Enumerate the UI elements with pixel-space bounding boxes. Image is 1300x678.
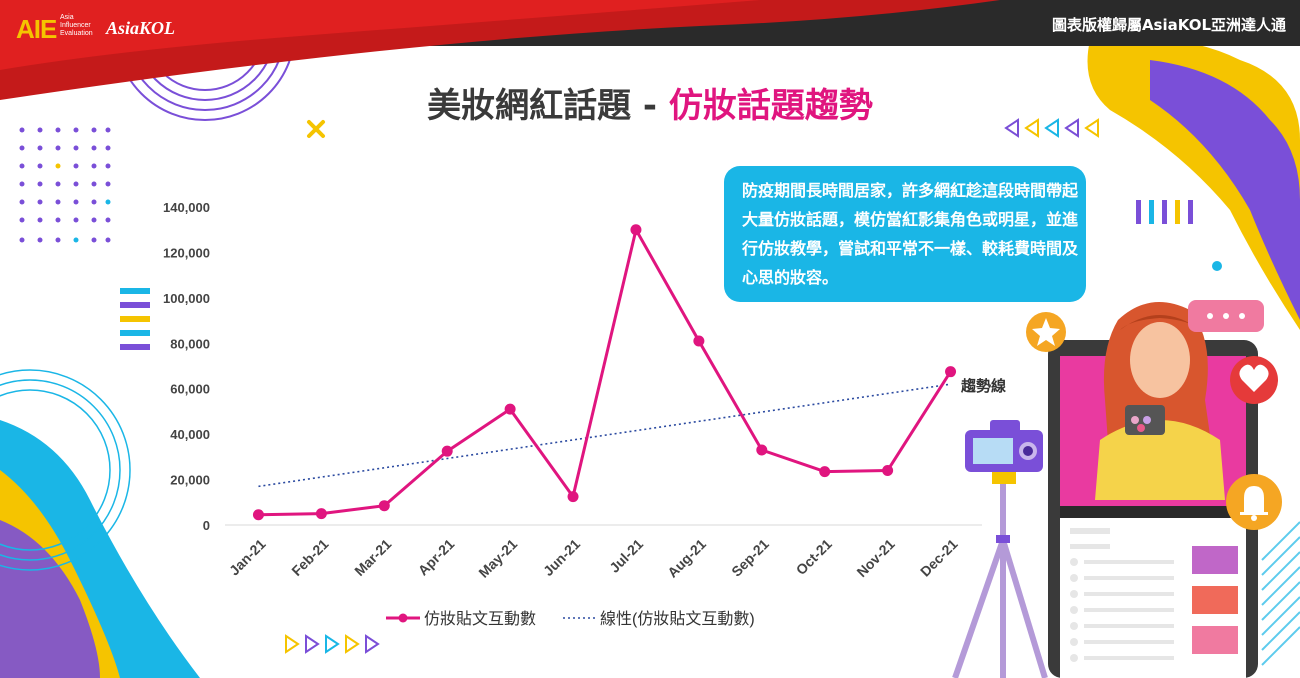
y-tick-label: 140,000 [163, 200, 210, 215]
chat-bubble-icon [1188, 300, 1264, 332]
series-line [258, 228, 952, 517]
callout-box: 防疫期間長時間居家，許多網紅趁這段時間帶起大量仿妝話題，模仿當紅影集角色或明星，… [724, 166, 1086, 302]
x-tick-label: Jan-21 [226, 536, 269, 579]
x-tick-label: Nov-21 [853, 536, 897, 580]
logo-sub-line: Influencer [60, 22, 91, 29]
chart-legend: 仿妝貼文互動數 線性(仿妝貼文互動數) [386, 610, 755, 628]
x-tick-label: Apr-21 [415, 536, 458, 579]
data-point-jan-21 [252, 509, 264, 521]
x-tick-label: Mar-21 [351, 536, 394, 579]
close-icon [307, 120, 325, 138]
data-point-dec-21 [945, 366, 957, 378]
x-tick-label: Aug-21 [664, 536, 709, 581]
data-point-may-21 [504, 403, 516, 415]
trendline-label: 趨勢線 [960, 377, 1006, 395]
data-point-mar-21 [378, 500, 390, 512]
camera-icon [965, 420, 1043, 484]
logo-aie: AIE [16, 14, 57, 44]
x-tick-label: Oct-21 [793, 536, 835, 578]
data-point-aug-21 [693, 335, 705, 347]
data-point-jun-21 [567, 491, 579, 503]
y-tick-label: 80,000 [170, 336, 210, 351]
y-tick-label: 120,000 [163, 245, 210, 260]
logo-sub-line: Asia [60, 14, 74, 21]
logo-sub-line: Evaluation [60, 30, 93, 37]
data-point-jul-21 [630, 224, 642, 236]
y-tick-label: 20,000 [170, 473, 210, 488]
logo-aie-subtitle: Asia Influencer Evaluation [60, 14, 93, 38]
copyright-notice: 圖表版權歸屬AsiaKOL亞洲達人通 [1051, 16, 1286, 34]
y-tick-label: 0 [203, 518, 210, 533]
y-tick-label: 100,000 [163, 291, 210, 306]
influencer-illustration [952, 300, 1282, 678]
title-part-highlight: 仿妝話題趨勢 [668, 86, 873, 126]
callout-text: 防疫期間長時間居家，許多網紅趁這段時間帶起大量仿妝話題，模仿當紅影集角色或明星，… [742, 181, 1079, 287]
x-tick-label: Jul-21 [606, 536, 646, 576]
dot-grid [19, 127, 111, 243]
y-tick-label: 40,000 [170, 427, 210, 442]
title-part-main: 美妝網紅話題 - [427, 86, 669, 126]
data-point-feb-21 [315, 508, 327, 520]
data-point-apr-21 [441, 445, 453, 457]
data-point-nov-21 [882, 464, 894, 476]
y-tick-label: 60,000 [170, 382, 210, 397]
bell-icon [1226, 474, 1282, 530]
x-axis-ticks: Jan-21 Feb-21 Mar-21 Apr-21 May-21 Jun-21 Jul-… [226, 536, 961, 581]
x-tick-label: May-21 [475, 536, 520, 581]
data-point-oct-21 [819, 466, 831, 478]
series-markers [252, 224, 957, 521]
logo-asiakol: AsiaKOL [106, 18, 176, 38]
legend-series-marker [398, 613, 408, 623]
data-point-sep-21 [756, 444, 768, 456]
page-title: 美妝網紅話題 - 仿妝話題趨勢 [0, 78, 1300, 127]
heart-icon [1230, 356, 1278, 404]
x-tick-label: Dec-21 [917, 536, 961, 580]
legend-trend-label: 線性(仿妝貼文互動數) [600, 610, 755, 628]
trendline [258, 383, 951, 488]
x-tick-label: Sep-21 [728, 536, 772, 580]
y-axis-ticks: 0 20,000 40,000 60,000 80,000 100,000 120,000 1… [163, 200, 210, 533]
x-tick-label: Feb-21 [288, 536, 331, 579]
legend-series-label: 仿妝貼文互動數 [424, 610, 536, 628]
top-banner [0, 0, 1300, 100]
star-icon [1026, 312, 1066, 352]
x-tick-label: Jun-21 [540, 536, 583, 579]
